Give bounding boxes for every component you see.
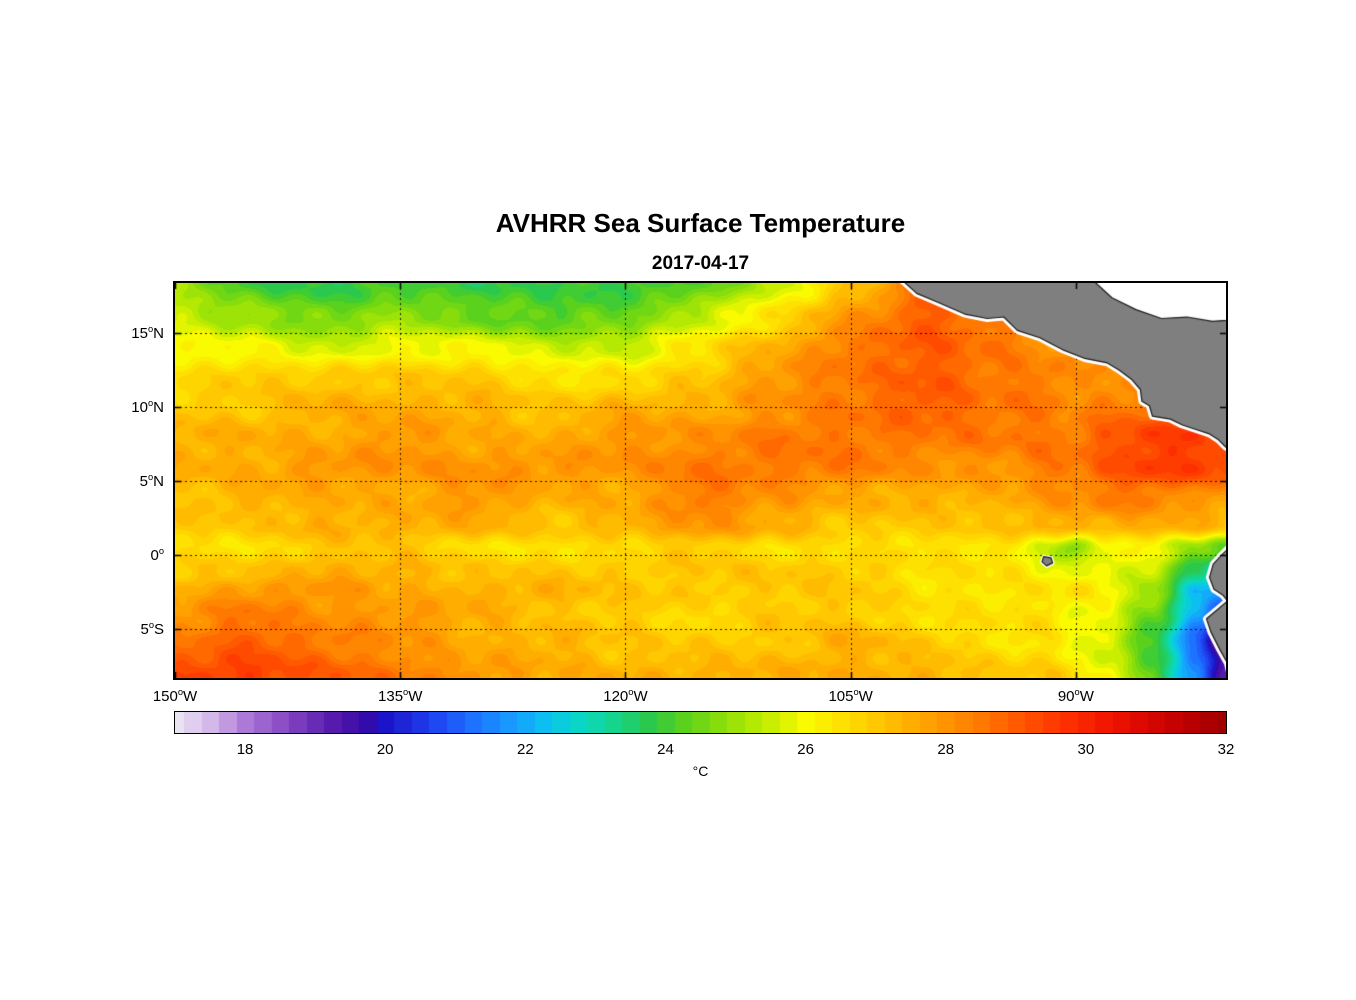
degree-superscript: o [628, 687, 634, 697]
colorbar-tick-label: 24 [657, 741, 674, 758]
y-axis-tick-label: 5oS [140, 620, 164, 639]
colorbar-tick-label: 18 [236, 741, 254, 758]
degree-superscript: o [1074, 687, 1080, 697]
x-axis-tick-label: 90oW [1057, 687, 1094, 705]
x-axis-tick-label: 105oW [828, 687, 873, 705]
y-axis-tick-label: 5oN [139, 472, 164, 491]
x-axis-tick-label: 120oW [603, 687, 648, 705]
chart-title: AVHRR Sea Surface Temperature [495, 208, 906, 238]
degree-superscript: o [853, 687, 859, 697]
x-axis-tick-label: 150oW [152, 687, 198, 705]
y-axis-tick-label: 10oN [131, 398, 164, 417]
colorbar-tick-label: 22 [516, 741, 534, 758]
degree-superscript: o [158, 546, 164, 557]
colorbar [174, 711, 1227, 734]
colorbar-tick-label: 28 [937, 741, 955, 758]
sst-heatmap-canvas [175, 283, 1226, 678]
degree-superscript: o [148, 620, 154, 631]
map-plot-axes [173, 281, 1228, 680]
y-axis-tick-label: 15oN [131, 324, 164, 343]
degree-superscript: o [403, 687, 409, 697]
colorbar-canvas [175, 712, 1226, 733]
degree-superscript: o [147, 398, 154, 409]
chart-subtitle: 2017-04-17 [651, 253, 750, 274]
y-axis-tick-label: 0o [150, 546, 164, 565]
colorbar-tick-label: 26 [797, 741, 814, 758]
colorbar-tick-label: 30 [1077, 741, 1095, 758]
degree-superscript: o [147, 472, 154, 483]
x-axis-tick-label: 135oW [378, 687, 423, 705]
colorbar-tick-label: 20 [376, 741, 394, 758]
degree-superscript: o [177, 687, 184, 697]
colorbar-tick-label: 32 [1217, 741, 1235, 758]
degree-superscript: o [147, 324, 154, 335]
colorbar-unit-label: °C [692, 763, 709, 779]
